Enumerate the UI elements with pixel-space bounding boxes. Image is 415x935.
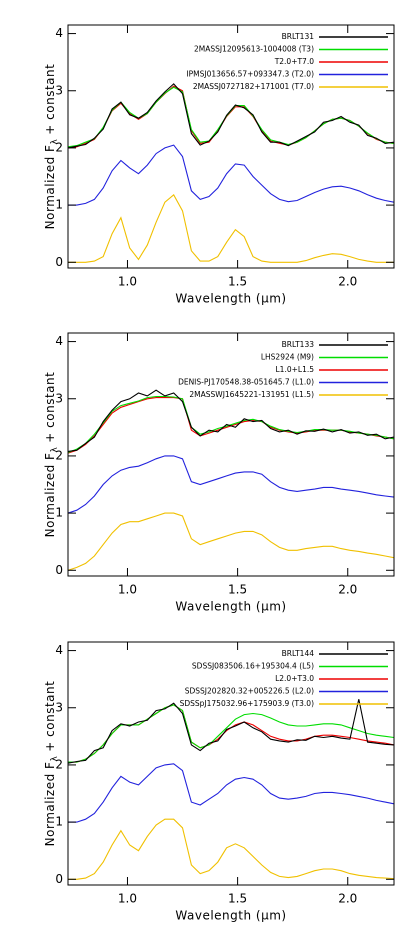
frame xyxy=(67,332,395,577)
panel: 0 1 2 3 4 1.0 1.5 2.0 Wavelength (μm) Normalized … xyxy=(43,641,395,923)
x-axis-label: Wavelength (μm) xyxy=(175,292,286,306)
x-tick-label: 2.0 xyxy=(338,892,357,906)
panel: 0 1 2 3 4 1.0 1.5 2.0 Wavelength (μm) Normalized … xyxy=(43,332,395,614)
x-tick-label: 1.0 xyxy=(118,892,137,906)
legend-label: 2MASSWJ1645221-131951 (L1.5) xyxy=(189,390,314,399)
spectrum-line xyxy=(68,704,394,763)
y-tick-label: 3 xyxy=(55,700,63,714)
y-tick-label: 0 xyxy=(55,255,63,269)
y-tick-label: 4 xyxy=(55,643,63,657)
legend-label: DENIS-PJ170548.38-051645.7 (L1.0) xyxy=(178,378,314,387)
y-axis-label: Normalized Fλ + constant xyxy=(43,681,60,847)
legend-label: BRLT133 xyxy=(282,340,315,349)
spectrum-line xyxy=(68,86,394,148)
plot-area xyxy=(68,83,394,263)
legend-label: BRLT131 xyxy=(282,32,315,41)
y-axis-label-main: Normalized F xyxy=(43,762,57,847)
x-axis-label: Wavelength (μm) xyxy=(175,909,286,923)
spectrum-line xyxy=(68,389,394,452)
y-axis-label-sub: λ xyxy=(50,447,60,453)
spectrum-line xyxy=(68,704,394,763)
legend-label: T2.0+T7.0 xyxy=(274,57,315,66)
plot-area xyxy=(68,389,394,571)
legend-label: SDSSpJ175032.96+175903.9 (T3.0) xyxy=(180,699,314,708)
y-axis-label-sub: λ xyxy=(50,139,60,145)
panel: 0 1 2 3 4 1.0 1.5 2.0 Wavelength (μm) Normalized … xyxy=(43,24,395,306)
x-tick-label: 1.5 xyxy=(228,583,247,597)
spectrum-line xyxy=(68,85,394,149)
spectrum-line xyxy=(68,699,394,764)
legend-label: SDSSJ083506.16+195304.4 (L5) xyxy=(192,662,314,671)
y-tick-label: 4 xyxy=(55,334,63,348)
y-tick-label: 4 xyxy=(55,26,63,40)
y-tick-label: 2 xyxy=(55,757,63,771)
y-axis-label-end: + constant xyxy=(43,64,57,135)
x-axis-label: Wavelength (μm) xyxy=(175,600,286,614)
y-tick-label: 2 xyxy=(55,448,63,462)
spectrum-line xyxy=(68,763,394,823)
y-axis-label-sub: λ xyxy=(50,756,60,762)
legend-label: 2MASSJ12095613-1004008 (T3) xyxy=(194,45,314,54)
legend-label: IPMSJ013656.57+093347.3 (T2.0) xyxy=(186,70,314,79)
spectrum-line xyxy=(68,144,394,206)
spectrum-line xyxy=(68,193,394,263)
legend-label: SDSSJ202820.32+005226.5 (L2.0) xyxy=(185,687,314,696)
x-tick-label: 1.0 xyxy=(118,275,137,289)
spectrum-line xyxy=(68,512,394,571)
legend-label: L2.0+T3.0 xyxy=(275,674,314,683)
x-tick-label: 2.0 xyxy=(338,275,357,289)
y-tick-label: 2 xyxy=(55,140,63,154)
frame xyxy=(67,641,395,886)
spectrum-line xyxy=(68,83,394,149)
spectrum-line xyxy=(68,455,394,514)
x-tick-label: 1.5 xyxy=(228,892,247,906)
y-tick-label: 1 xyxy=(55,815,63,829)
y-tick-label: 0 xyxy=(55,872,63,886)
y-axis-label-main: Normalized F xyxy=(43,145,57,230)
y-tick-label: 3 xyxy=(55,391,63,405)
y-tick-label: 3 xyxy=(55,83,63,97)
y-tick-label: 1 xyxy=(55,506,63,520)
legend-label: BRLT144 xyxy=(282,649,315,658)
y-axis-label: Normalized Fλ + constant xyxy=(43,64,60,230)
y-axis-label-end: + constant xyxy=(43,681,57,752)
y-tick-label: 1 xyxy=(55,198,63,212)
y-axis-label-end: + constant xyxy=(43,372,57,443)
y-tick-label: 0 xyxy=(55,563,63,577)
legend-label: LHS2924 (M9) xyxy=(261,353,314,362)
frame xyxy=(67,24,395,269)
y-axis-label: Normalized Fλ + constant xyxy=(43,372,60,538)
x-tick-label: 1.0 xyxy=(118,583,137,597)
x-tick-label: 1.5 xyxy=(228,275,247,289)
legend-label: L1.0+L1.5 xyxy=(276,365,315,374)
legend-label: 2MASSJ0727182+171001 (T7.0) xyxy=(193,82,314,91)
x-tick-label: 2.0 xyxy=(338,583,357,597)
spectrum-line xyxy=(68,818,394,880)
y-axis-label-main: Normalized F xyxy=(43,453,57,538)
plot-area xyxy=(68,699,394,880)
